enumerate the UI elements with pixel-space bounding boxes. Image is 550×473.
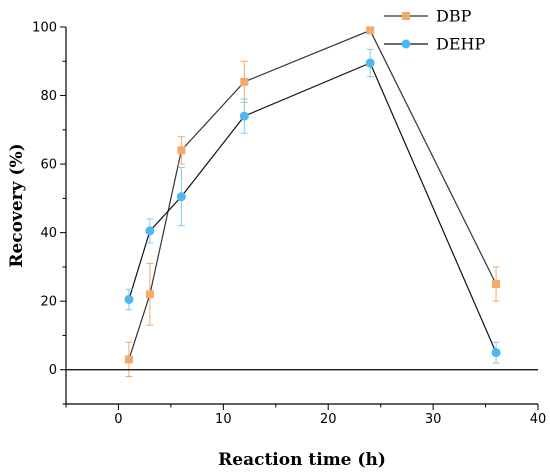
- y-tick-label: 0: [49, 363, 57, 378]
- x-tick-label: 10: [215, 412, 232, 427]
- data-point-dbp: [492, 280, 501, 289]
- data-point-dbp: [366, 26, 375, 35]
- data-point-dbp: [124, 355, 133, 364]
- legend: DBP DEHP: [384, 7, 485, 54]
- series-line-dbp: [128, 29, 497, 360]
- series-dehp: [124, 48, 501, 364]
- data-point-dbp: [240, 77, 249, 86]
- legend-label-dehp: DEHP: [436, 35, 485, 54]
- y-axis-title: Recovery (%): [7, 143, 27, 267]
- y-tick-label: 60: [40, 158, 57, 173]
- x-tick-label: 20: [320, 412, 337, 427]
- data-point-dehp: [239, 111, 249, 121]
- data-point-dehp: [176, 192, 186, 202]
- x-tick-label: 40: [530, 412, 547, 427]
- data-point-dbp: [177, 146, 186, 155]
- data-point-dehp: [491, 348, 501, 358]
- x-axis-title: Reaction time (h): [218, 450, 386, 470]
- data-point-dehp: [145, 226, 155, 236]
- legend-label-dbp: DBP: [436, 7, 472, 26]
- series-line-dehp: [128, 62, 497, 353]
- y-tick-label: 80: [40, 89, 57, 104]
- y-tick-label: 40: [40, 226, 57, 241]
- legend-marker-dbp: [402, 12, 410, 20]
- x-tick-label: 0: [114, 412, 122, 427]
- axes: 0 10 20 30 40 0 20 40 60 80 100: [32, 21, 546, 428]
- data-point-dehp: [365, 58, 375, 68]
- x-tick-label: 30: [425, 412, 442, 427]
- data-point-dehp: [124, 294, 134, 304]
- plot-area: [124, 26, 501, 378]
- legend-marker-dehp: [401, 39, 411, 49]
- y-tick-label: 100: [32, 21, 57, 36]
- y-tick-label: 20: [40, 295, 57, 310]
- data-point-dbp: [145, 290, 154, 299]
